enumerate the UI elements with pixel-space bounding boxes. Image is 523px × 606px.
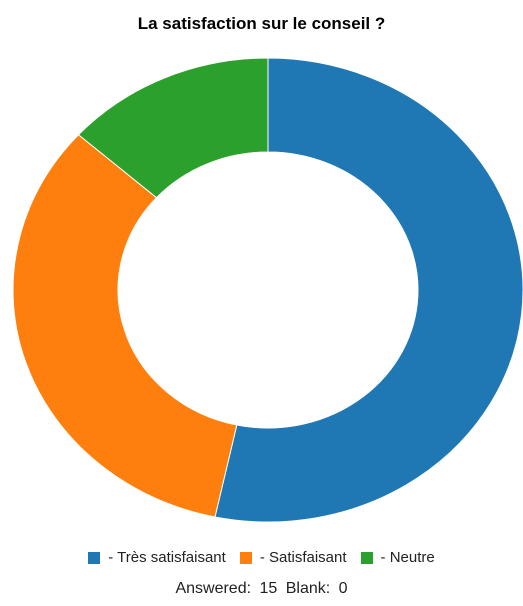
legend-label: - Satisfaisant <box>259 549 347 566</box>
chart-title: La satisfaction sur le conseil ? <box>137 14 386 33</box>
response-summary: Answered: 15 Blank: 0 <box>0 580 523 598</box>
legend-item-3[interactable]: - Neutre <box>360 549 435 566</box>
legend-label: - Très satisfaisant <box>108 549 226 566</box>
legend-item-2[interactable]: - Satisfaisant <box>239 549 347 566</box>
answered-label: Answered: <box>175 580 252 597</box>
blank-label: Blank: <box>285 580 331 597</box>
legend-label: - Neutre <box>380 549 435 566</box>
chart-legend: - Très satisfaisant - Satisfaisant - Neutr… <box>0 549 523 566</box>
legend-item-1[interactable]: - Très satisfaisant <box>88 549 226 566</box>
legend-swatch <box>239 551 252 564</box>
answered-count: 15 <box>259 580 278 597</box>
donut-slice-2[interactable] <box>12 134 238 518</box>
donut-slice-3[interactable] <box>77 57 269 199</box>
legend-swatch <box>360 551 373 564</box>
blank-count: 0 <box>338 580 348 597</box>
donut-chart <box>12 57 523 523</box>
donut-slice-1[interactable] <box>214 57 523 523</box>
legend-swatch <box>88 551 101 564</box>
